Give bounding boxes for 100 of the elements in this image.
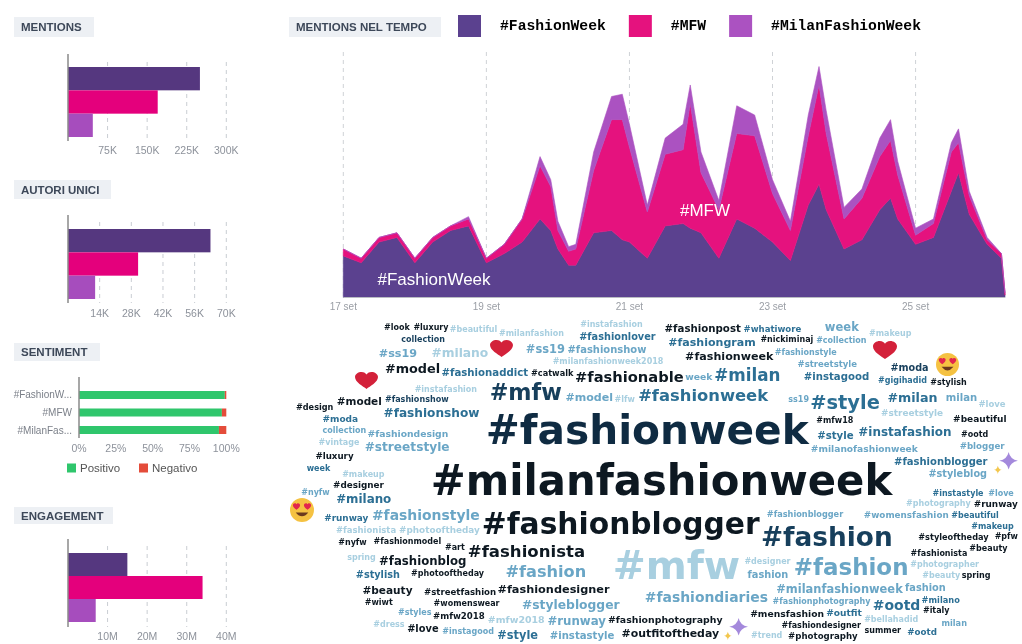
bar xyxy=(68,553,128,576)
bar xyxy=(68,113,93,137)
category-label: #beautiful xyxy=(953,413,1007,424)
category-label: #trend xyxy=(751,631,783,641)
category-label: #love xyxy=(407,623,439,635)
category-label: #fashionista xyxy=(467,541,586,561)
category-label: milan xyxy=(941,617,968,628)
category-label: #fashionpost xyxy=(664,322,741,334)
chart-title: MENTIONS xyxy=(21,21,83,33)
category-label: week xyxy=(824,320,860,335)
category-label: #photographer xyxy=(910,560,980,570)
category-label: collection xyxy=(401,334,446,344)
category-label: #fashion xyxy=(760,521,893,552)
category-label: #fashionweek xyxy=(485,406,810,455)
x-tick-label: 75% xyxy=(178,442,200,454)
category-label: #fashionshow xyxy=(567,343,647,355)
category-label: #love xyxy=(988,488,1015,498)
category-label: #womensfashion xyxy=(863,509,949,520)
category-label: #makeup xyxy=(869,329,912,339)
category-label: #fashionphotography xyxy=(772,597,872,607)
category-label: #whatiwore xyxy=(743,323,802,334)
x-tick-label: 70K xyxy=(216,307,236,319)
category-label: #nyfw xyxy=(338,537,368,547)
category-label: #milano xyxy=(431,345,489,360)
category-label: #milanfashionweek xyxy=(430,455,894,505)
category-label: #beauty xyxy=(922,571,962,581)
category-label: #fashionphotography xyxy=(607,613,723,625)
category-label: #fashiondesigner xyxy=(781,620,862,630)
category-label: #streetstyle xyxy=(797,358,858,369)
category-label: #style xyxy=(810,391,880,415)
category-label: #vintage xyxy=(318,437,360,447)
category-label: collection xyxy=(322,425,367,435)
bar xyxy=(218,426,227,434)
category-label: #streetstyle xyxy=(881,407,944,418)
category-label: #runway xyxy=(547,614,607,629)
category-label: #designer xyxy=(744,557,791,567)
category-label: #instastyle xyxy=(549,630,615,642)
category-label: summer xyxy=(864,625,902,635)
bar xyxy=(68,252,139,276)
category-label: #womenswear xyxy=(433,599,500,609)
category-label: #fashionaddict xyxy=(441,366,529,378)
x-tick-label: 50% xyxy=(142,442,164,454)
category-label: ss19 xyxy=(788,395,810,405)
category-label: fashion xyxy=(905,582,946,594)
bar xyxy=(68,90,158,114)
category-label: #fashionblogger xyxy=(481,505,760,541)
annotation: #FashionWeek xyxy=(377,269,492,289)
x-tick-label: 21 set xyxy=(615,300,644,312)
category-label: #fashionweek xyxy=(638,386,770,406)
category-label: #nyfw xyxy=(301,487,331,497)
category-label: #moda xyxy=(890,361,929,373)
category-label: #fashionista xyxy=(335,524,397,535)
category-label: #fashiongram xyxy=(668,335,756,349)
x-tick-label: 20M xyxy=(136,630,158,642)
category-label: #stylish xyxy=(930,377,968,387)
category-label: #instafashion xyxy=(414,384,478,394)
category-label: #beautiful xyxy=(449,325,498,335)
category-label: #model xyxy=(336,394,382,407)
x-tick-label: 40M xyxy=(216,630,237,642)
category-label: #fashion xyxy=(793,554,909,581)
y-tick-label: #FashionW... xyxy=(13,389,72,401)
category-label: #model xyxy=(565,391,614,405)
category-label: #stylish xyxy=(355,569,401,581)
legend-label: #MFW xyxy=(670,18,707,34)
category-label: #milanfashionweek xyxy=(776,581,904,596)
category-label: #photooftheday xyxy=(411,569,485,579)
category-label: #fashionable xyxy=(575,367,684,385)
category-label: #makeup xyxy=(342,469,385,479)
category-label: #fashion xyxy=(505,562,587,582)
x-tick-label: 0% xyxy=(71,442,87,454)
category-label: #mfw2018 xyxy=(433,610,485,621)
category-label: milan xyxy=(945,391,978,403)
category-label: #mfw xyxy=(489,379,562,406)
category-label: #bellahadid xyxy=(864,615,919,625)
legend-label: #FashionWeek xyxy=(500,18,606,34)
legend-label: Negativo xyxy=(152,462,198,474)
annotation: #MFW xyxy=(679,200,731,220)
category-label: #photography xyxy=(788,631,859,642)
category-label: #moda xyxy=(322,414,359,424)
category-label: #blogger xyxy=(959,440,1006,451)
category-label: #runway xyxy=(324,513,369,524)
category-label: #mfw18 xyxy=(816,415,854,425)
x-tick-label: 10M xyxy=(97,630,118,642)
chart-title: ENGAGEMENT xyxy=(21,509,104,522)
category-label: #styleoftheday xyxy=(918,532,990,542)
category-label: #fashionweek xyxy=(685,350,775,364)
category-label: spring xyxy=(347,552,377,562)
bar xyxy=(68,67,200,91)
legend-label: Positivo xyxy=(80,462,121,474)
category-label: #fashionblogger xyxy=(894,455,988,467)
category-label: #outfitoftheday xyxy=(621,626,720,640)
category-label: #catwalk xyxy=(531,368,574,379)
category-label: #dress xyxy=(373,620,405,630)
x-tick-label: 75K xyxy=(98,144,117,156)
category-label: #styleblog xyxy=(928,468,988,480)
category-label: #love xyxy=(978,398,1006,409)
legend-label: #MilanFashionWeek xyxy=(771,18,922,34)
category-label: #fashionstyle xyxy=(371,507,480,524)
category-label: #ootd xyxy=(907,626,937,637)
category-label: #instastyle xyxy=(932,488,985,498)
